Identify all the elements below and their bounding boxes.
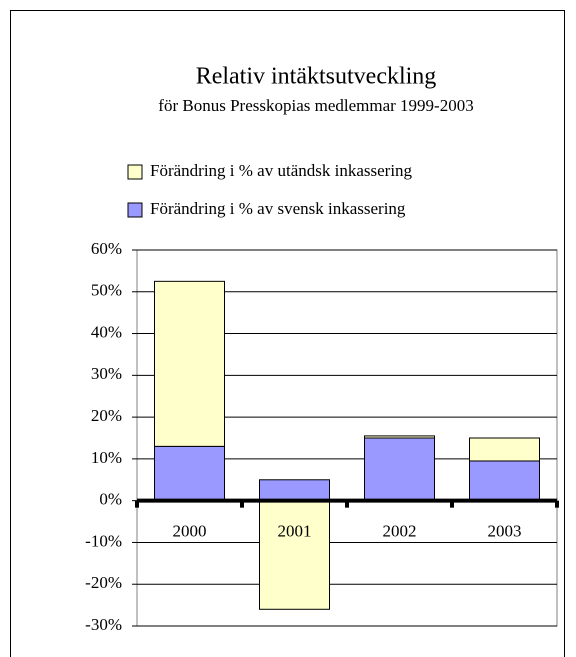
x-tick-label: 2002	[383, 522, 417, 541]
y-tick-label: 60%	[91, 239, 122, 258]
y-tick-label: 50%	[91, 281, 122, 300]
legend-swatch	[127, 164, 143, 180]
x-tick-label: 2003	[488, 522, 522, 541]
x-tick-label: 2001	[278, 522, 312, 541]
bar	[154, 445, 225, 502]
x-tick-label: 2000	[173, 522, 207, 541]
y-tick-label: -30%	[85, 615, 122, 634]
y-tick-label: 30%	[91, 364, 122, 383]
chart-title: Relativ intäktsutveckling	[196, 64, 437, 90]
bar	[259, 479, 330, 502]
legend-swatch	[127, 202, 143, 218]
bar	[469, 437, 540, 462]
legend-label: Förändring i % av utändsk inkassering	[150, 161, 413, 180]
chart-subtitle: för Bonus Presskopias medlemmar 1999-200…	[158, 96, 473, 115]
y-tick-label: 0%	[99, 490, 122, 509]
y-tick-label: -20%	[85, 573, 122, 592]
bar	[364, 435, 435, 439]
legend-label: Förändring i % av svensk inkassering	[150, 199, 406, 218]
bar	[154, 280, 225, 447]
y-tick-label: 20%	[91, 406, 122, 425]
bar	[364, 437, 435, 502]
y-tick-label: 10%	[91, 448, 122, 467]
y-tick-label: 40%	[91, 322, 122, 341]
y-tick-label: -10%	[85, 531, 122, 550]
bar	[259, 500, 330, 610]
bar	[469, 460, 540, 502]
